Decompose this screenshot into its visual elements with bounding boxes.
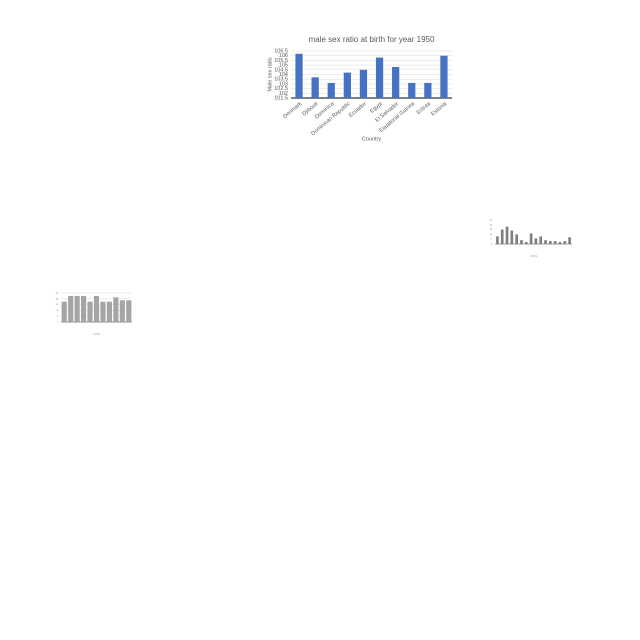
y-tick-label: 105 — [279, 63, 288, 69]
bar — [520, 240, 523, 244]
y-tick-label: 102 — [279, 91, 288, 97]
y-tick-label: 0 — [57, 322, 59, 324]
bar — [119, 300, 125, 322]
bar — [61, 301, 67, 322]
y-axis-label: Male sex ratio — [267, 57, 273, 91]
y-tick-label: 4 — [57, 316, 59, 318]
bar — [343, 72, 351, 98]
bar — [563, 241, 567, 244]
chart-title: male sex ratio at birth for year 1950 — [309, 35, 435, 44]
bar — [424, 82, 432, 98]
y-tick-label: 0 — [491, 244, 493, 246]
y-tick-label: 10 — [490, 234, 493, 236]
bar — [295, 53, 303, 98]
y-tick-label: 103 — [279, 81, 288, 87]
y-tick-label: 106 — [279, 53, 288, 59]
y-tick-label: 101.5 — [274, 95, 288, 101]
bar — [553, 241, 557, 244]
bar — [126, 300, 132, 322]
bar — [534, 238, 538, 244]
bar — [408, 82, 416, 98]
y-tick-label: 15 — [490, 229, 493, 231]
bar — [68, 295, 74, 322]
bar — [440, 55, 448, 98]
bar — [568, 237, 571, 244]
y-tick-label: 105.5 — [274, 58, 288, 64]
y-tick-label: 104.5 — [274, 67, 288, 73]
bar — [74, 295, 80, 322]
bar — [549, 241, 552, 244]
x-tick-label: Ecuador — [348, 101, 368, 119]
bar — [510, 230, 514, 244]
bar — [529, 233, 533, 244]
x-axis-label: Country — [362, 136, 382, 142]
x-axis-label: Country — [93, 333, 100, 336]
y-tick-label: 16 — [56, 298, 59, 300]
bar — [81, 295, 87, 322]
bar — [93, 295, 100, 322]
bar — [100, 301, 106, 322]
y-tick-label: 25 — [490, 220, 493, 222]
bar — [311, 77, 319, 98]
bar — [375, 57, 384, 98]
y-tick-label: 5 — [491, 239, 493, 241]
y-tick-label: 20 — [490, 224, 493, 226]
y-tick-label: 102.5 — [274, 86, 288, 92]
y-tick-label: 106.5 — [274, 48, 288, 54]
y-tick-label: 104 — [279, 72, 288, 78]
x-tick-label: Denmark — [282, 101, 303, 120]
bar — [505, 226, 509, 244]
y-tick-label: 8 — [57, 310, 59, 312]
bar — [113, 297, 119, 322]
bar — [558, 242, 562, 244]
y-tick-label: 12 — [56, 304, 59, 306]
bar — [359, 69, 368, 98]
bar — [539, 236, 543, 244]
bar — [500, 229, 504, 244]
bar — [87, 301, 93, 322]
bar — [496, 236, 499, 244]
y-tick-label: 20 — [56, 293, 59, 295]
y-tick-label: 103.5 — [274, 77, 288, 83]
bar — [515, 234, 518, 244]
x-axis-label: Country — [530, 255, 537, 258]
bar — [392, 66, 400, 98]
bar — [544, 240, 547, 244]
bar — [106, 301, 112, 322]
bar — [524, 242, 528, 244]
bar — [327, 82, 335, 98]
x-tick-label: Estonia — [430, 100, 449, 117]
